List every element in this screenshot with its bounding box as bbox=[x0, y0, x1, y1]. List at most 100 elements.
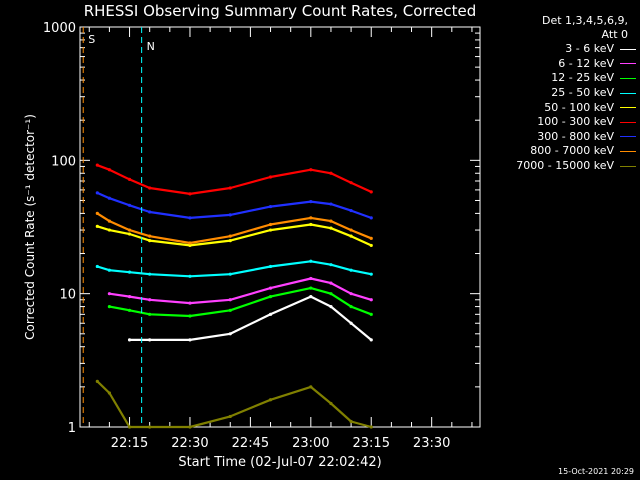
plot-axes: 1 10 100 1000 22:15 22:30 22:45 23:00 23:15 23:30 bbox=[43, 21, 481, 451]
series-point bbox=[188, 301, 192, 305]
series-point bbox=[228, 308, 232, 312]
x-tick-label: 22:45 bbox=[232, 436, 269, 451]
series-point bbox=[268, 264, 273, 269]
series-line bbox=[96, 164, 372, 195]
series-point bbox=[107, 391, 112, 395]
series-point bbox=[107, 268, 112, 272]
series-point bbox=[188, 314, 192, 318]
series-point bbox=[228, 186, 232, 190]
legend-item: 6 - 12 keV bbox=[486, 57, 636, 72]
series-point bbox=[369, 243, 373, 248]
legend-label: 25 - 50 keV bbox=[551, 86, 614, 100]
series-point bbox=[188, 425, 192, 429]
legend-item: 7000 - 15000 keV bbox=[486, 159, 636, 174]
generation-timestamp: 15-Oct-2021 20:29 bbox=[558, 467, 634, 476]
series-point bbox=[228, 239, 232, 243]
series-line bbox=[109, 287, 372, 318]
chart-title: RHESSI Observing Summary Count Rates, Co… bbox=[84, 2, 477, 20]
series-point bbox=[369, 216, 373, 220]
series-point bbox=[95, 224, 99, 228]
series-point bbox=[349, 181, 353, 185]
series-point bbox=[349, 304, 353, 309]
legend-item: 3 - 6 keV bbox=[486, 42, 636, 57]
legend: Det 1,3,4,5,6,9, Att 0 3 - 6 keV 6 - 12 k… bbox=[486, 14, 636, 173]
series-point bbox=[148, 234, 152, 238]
series-point bbox=[188, 338, 192, 342]
legend-label: 800 - 7000 keV bbox=[530, 144, 614, 158]
legend-item: 25 - 50 keV bbox=[486, 86, 636, 101]
mode-markers: SN bbox=[82, 27, 155, 427]
legend-item: 300 - 800 keV bbox=[486, 130, 636, 145]
series-point bbox=[309, 222, 313, 227]
legend-swatch bbox=[620, 107, 636, 109]
series-point bbox=[369, 236, 373, 240]
series-point bbox=[148, 312, 152, 316]
series-point bbox=[349, 228, 353, 232]
series-point bbox=[349, 208, 353, 213]
series-point bbox=[309, 259, 313, 263]
series-point bbox=[127, 338, 132, 342]
legend-item: 800 - 7000 keV bbox=[486, 144, 636, 159]
series-point bbox=[349, 268, 353, 272]
legend-label: 50 - 100 keV bbox=[544, 100, 614, 114]
series-point bbox=[127, 295, 132, 299]
series-point bbox=[148, 239, 152, 243]
series-point bbox=[127, 177, 132, 181]
series-point bbox=[127, 425, 132, 429]
series-point bbox=[369, 190, 373, 194]
series-point bbox=[268, 286, 273, 290]
y-tick-label: 1000 bbox=[43, 21, 76, 36]
series-point bbox=[309, 295, 313, 299]
series-point bbox=[107, 228, 112, 232]
series-point bbox=[329, 202, 333, 206]
legend-header-attenuator: Att 0 bbox=[601, 28, 628, 41]
series-point bbox=[309, 276, 313, 281]
series-point bbox=[107, 219, 112, 223]
series-point bbox=[148, 186, 152, 190]
series-point bbox=[127, 270, 132, 274]
marker-label: N bbox=[147, 40, 155, 53]
series-layer bbox=[95, 163, 373, 429]
series-point bbox=[148, 272, 152, 276]
legend-swatch bbox=[620, 150, 636, 152]
series-point bbox=[369, 272, 373, 276]
series-point bbox=[309, 385, 313, 389]
legend-label: 100 - 300 keV bbox=[537, 115, 614, 129]
series-point bbox=[148, 425, 152, 429]
y-axis-label: Corrected Count Rate (s⁻¹ detector⁻¹) bbox=[23, 114, 37, 340]
legend-label: 7000 - 15000 keV bbox=[516, 159, 614, 173]
legend-swatch bbox=[620, 92, 636, 94]
series-point bbox=[369, 312, 373, 316]
series-point bbox=[228, 332, 232, 336]
series-point bbox=[107, 304, 112, 309]
series-point bbox=[127, 308, 132, 312]
series-point bbox=[329, 281, 333, 285]
legend-swatch bbox=[620, 77, 636, 79]
legend-swatch bbox=[620, 165, 636, 167]
series-point bbox=[349, 234, 353, 238]
plot-frame bbox=[79, 26, 481, 428]
series-point bbox=[127, 203, 132, 207]
y-tick-label: 1 bbox=[68, 421, 76, 436]
series-point bbox=[127, 232, 132, 236]
y-tick-label: 10 bbox=[59, 288, 76, 303]
legend-rows: 3 - 6 keV 6 - 12 keV 12 - 25 keV 25 - 50 ke… bbox=[486, 42, 636, 173]
legend-label: 6 - 12 keV bbox=[558, 56, 614, 70]
series-point bbox=[228, 272, 232, 276]
series-line bbox=[109, 277, 372, 305]
series-point bbox=[228, 414, 232, 419]
series-point bbox=[268, 222, 273, 227]
series-point bbox=[268, 175, 273, 179]
series-point bbox=[188, 274, 192, 278]
series-point bbox=[268, 204, 273, 209]
series-point bbox=[268, 398, 273, 402]
legend-label: 12 - 25 keV bbox=[551, 71, 614, 85]
series-point bbox=[329, 219, 333, 223]
legend-swatch bbox=[620, 48, 636, 50]
series-point bbox=[309, 200, 313, 204]
series-point bbox=[95, 163, 99, 167]
series-point bbox=[349, 419, 353, 424]
series-point bbox=[188, 216, 192, 220]
y-tick-label: 100 bbox=[51, 154, 76, 169]
